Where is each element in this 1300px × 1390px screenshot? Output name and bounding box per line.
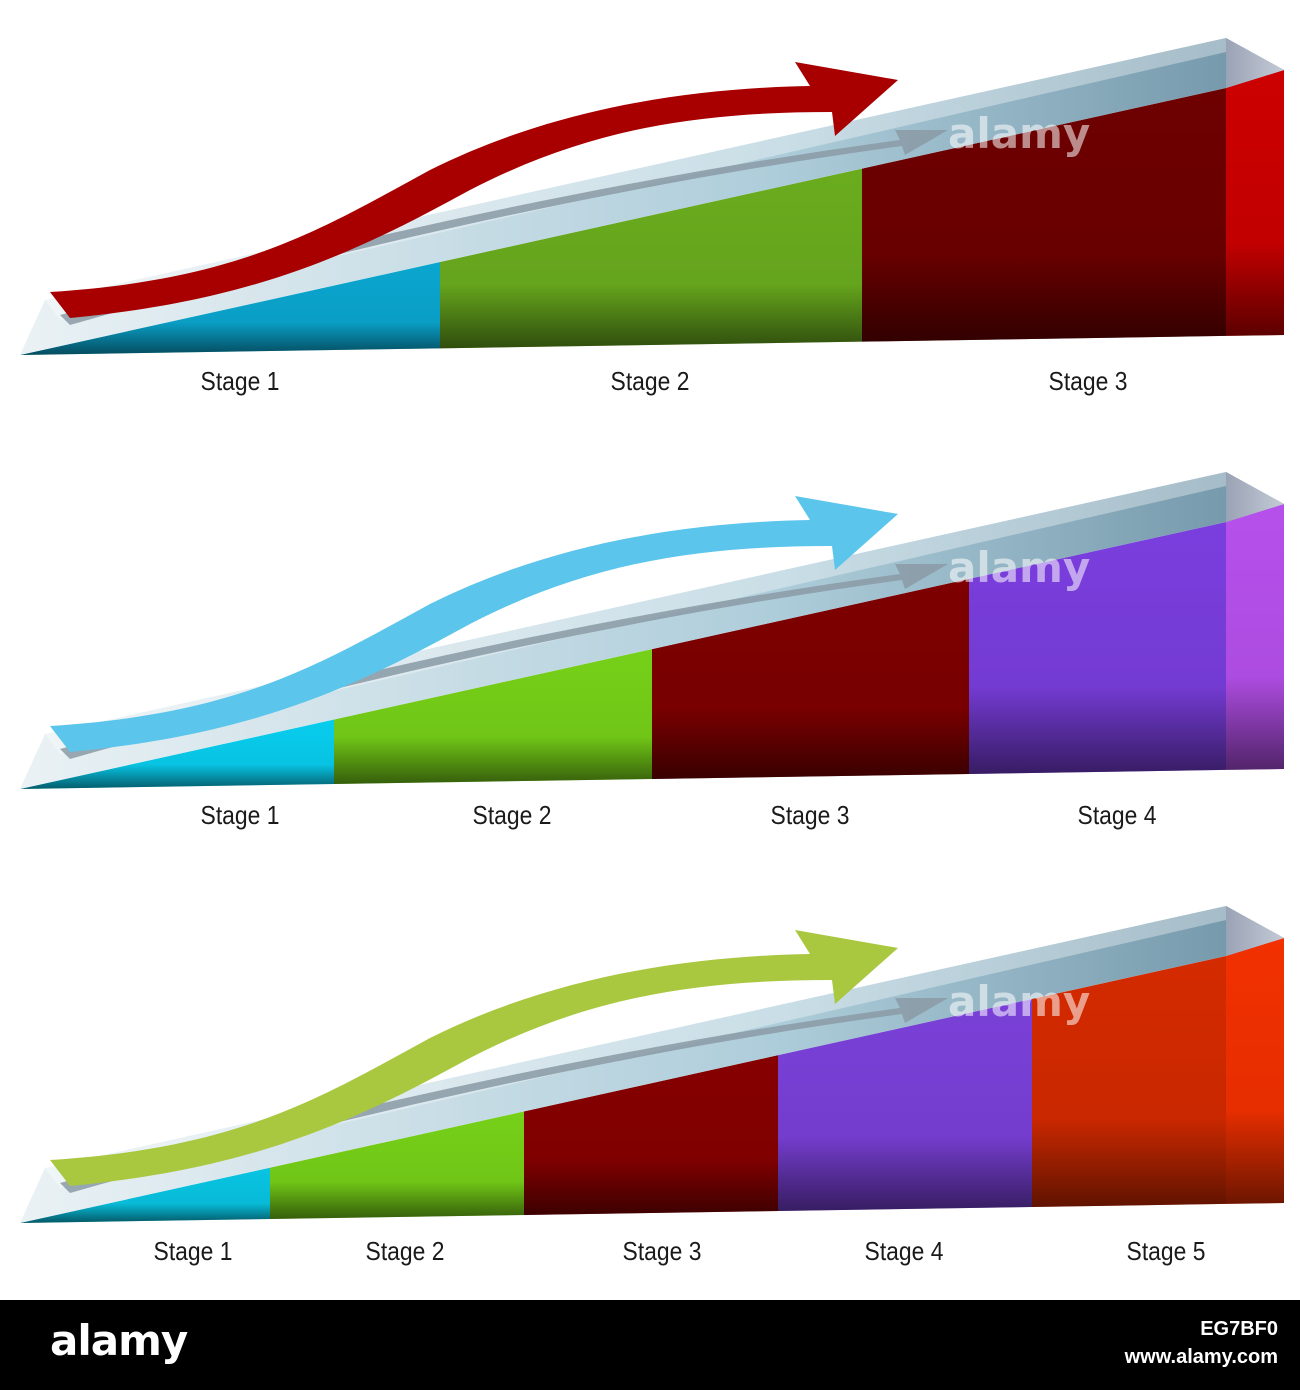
image-id: EG7BF0 [1200, 1318, 1278, 1340]
segment-4-shade [778, 998, 1032, 1212]
diagram-2: alamy [20, 472, 1284, 789]
progress-arrow [50, 496, 898, 752]
stage-diagrams: alamy alamy alamy [20, 38, 1284, 1223]
stage-label-5: Stage 5 [1126, 1236, 1206, 1266]
watermark-text: alamy [948, 109, 1090, 158]
glass-corner [1226, 472, 1284, 522]
segment-2-shade [440, 168, 862, 349]
segment-3-shade [524, 1055, 778, 1216]
watermark-text: alamy [948, 977, 1090, 1026]
progress-arrow [50, 930, 898, 1186]
glass-top [20, 38, 1284, 355]
segment-2-shade [270, 1111, 524, 1220]
glass-top [20, 472, 1284, 789]
footer-url: www.alamy.com [1124, 1346, 1278, 1368]
grey-arrow [60, 564, 948, 759]
stage-label-3: Stage 3 [1048, 366, 1128, 396]
stage-label-4: Stage 4 [864, 1236, 944, 1266]
segment-4-shade [969, 522, 1226, 774]
side-face-shade [1226, 70, 1284, 336]
segment-1-shade [20, 719, 334, 789]
stage-label-3: Stage 3 [770, 800, 850, 830]
stage-label-1: Stage 1 [200, 800, 280, 830]
stage-label-1: Stage 1 [200, 366, 280, 396]
side-face-shade [1226, 938, 1284, 1204]
watermark-text: alamy [948, 543, 1090, 592]
stage-label-2: Stage 2 [472, 800, 552, 830]
watermark-footer: alamy EG7BF0 www.alamy.com [0, 1300, 1300, 1390]
progress-arrow [50, 62, 898, 318]
segment-5-shade [1032, 956, 1226, 1207]
glass-corner [1226, 906, 1284, 956]
diagram-3: alamy [20, 906, 1284, 1223]
alamy-logo: alamy [50, 1316, 188, 1365]
glass-corner [1226, 38, 1284, 88]
stage-label-1: Stage 1 [153, 1236, 233, 1266]
segment-3-shade [862, 88, 1226, 342]
grey-arrow [60, 130, 948, 325]
segment-1-shade [20, 262, 440, 355]
stage-label-3: Stage 3 [622, 1236, 702, 1266]
side-face-shade [1226, 504, 1284, 770]
grey-arrow [60, 998, 948, 1193]
stage-label-2: Stage 2 [610, 366, 690, 396]
stage-label-2: Stage 2 [365, 1236, 445, 1266]
diagram-1: alamy [20, 38, 1284, 355]
segment-3-shade [652, 578, 969, 779]
glass-top [20, 906, 1284, 1223]
segment-2-shade [334, 649, 652, 785]
stage-label-4: Stage 4 [1077, 800, 1157, 830]
